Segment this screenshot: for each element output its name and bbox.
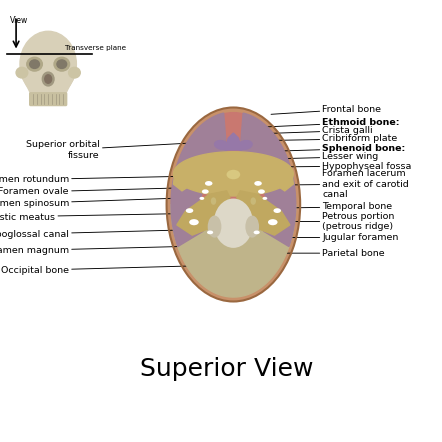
Ellipse shape (215, 141, 228, 149)
Text: Foramen spinosum: Foramen spinosum (0, 198, 181, 208)
Ellipse shape (202, 189, 209, 194)
Ellipse shape (205, 181, 213, 186)
Ellipse shape (16, 67, 28, 78)
Text: Foramen ovale: Foramen ovale (0, 187, 184, 196)
Text: Hypophyseal fossa: Hypophyseal fossa (263, 161, 412, 171)
Ellipse shape (207, 231, 213, 234)
Polygon shape (177, 191, 230, 235)
Text: View: View (10, 16, 28, 26)
Text: Superior View: Superior View (140, 358, 313, 381)
Polygon shape (171, 205, 296, 297)
Text: Foramen lacerum
and exit of carotid
canal: Foramen lacerum and exit of carotid cana… (274, 169, 409, 199)
Ellipse shape (69, 67, 80, 78)
Ellipse shape (251, 197, 256, 205)
Polygon shape (171, 113, 228, 247)
Ellipse shape (268, 219, 278, 225)
Ellipse shape (254, 181, 262, 186)
Polygon shape (21, 61, 76, 104)
Polygon shape (173, 152, 293, 196)
Ellipse shape (211, 197, 216, 205)
Text: Petrous portion
(petrous ridge): Petrous portion (petrous ridge) (278, 212, 395, 231)
Text: Jugular foramen: Jugular foramen (276, 233, 399, 242)
Ellipse shape (186, 208, 193, 213)
Polygon shape (173, 160, 223, 191)
Ellipse shape (27, 57, 42, 71)
Text: Crista galli: Crista galli (251, 126, 373, 135)
Text: Superior orbital
fissure: Superior orbital fissure (26, 141, 187, 160)
Ellipse shape (30, 60, 39, 69)
Ellipse shape (57, 60, 67, 69)
Text: Internal acoustic meatus: Internal acoustic meatus (0, 213, 178, 221)
Text: Foramen rotundum: Foramen rotundum (0, 175, 187, 184)
Ellipse shape (42, 72, 54, 86)
Ellipse shape (239, 141, 252, 149)
Polygon shape (244, 160, 293, 191)
Ellipse shape (45, 75, 52, 83)
Text: Transverse plane: Transverse plane (65, 46, 126, 51)
Text: Lesser wing: Lesser wing (259, 152, 379, 161)
Polygon shape (225, 133, 242, 150)
Ellipse shape (213, 198, 253, 248)
Text: Cribriform plate: Cribriform plate (249, 134, 398, 143)
Text: Foramen magnum: Foramen magnum (0, 246, 187, 255)
Ellipse shape (263, 197, 267, 200)
Text: Frontal bone: Frontal bone (271, 105, 381, 114)
Ellipse shape (208, 216, 221, 238)
Text: Occipital bone: Occipital bone (1, 266, 199, 274)
Ellipse shape (245, 216, 259, 238)
Text: Hypoglossal canal: Hypoglossal canal (0, 229, 181, 239)
Ellipse shape (171, 112, 296, 297)
Ellipse shape (227, 170, 240, 179)
Polygon shape (237, 191, 290, 235)
Ellipse shape (20, 31, 76, 97)
Text: Ethmoid bone:: Ethmoid bone: (259, 118, 400, 127)
FancyBboxPatch shape (30, 93, 67, 106)
Ellipse shape (274, 208, 281, 213)
Text: Temporal bone: Temporal bone (286, 202, 392, 211)
Ellipse shape (254, 231, 260, 234)
Text: Sphenoid bone:: Sphenoid bone: (257, 144, 406, 153)
Text: Parietal bone: Parietal bone (280, 249, 385, 258)
Ellipse shape (54, 57, 69, 71)
Ellipse shape (258, 189, 265, 194)
Ellipse shape (199, 197, 204, 200)
Polygon shape (239, 113, 296, 247)
Ellipse shape (189, 219, 199, 225)
Ellipse shape (167, 107, 300, 301)
